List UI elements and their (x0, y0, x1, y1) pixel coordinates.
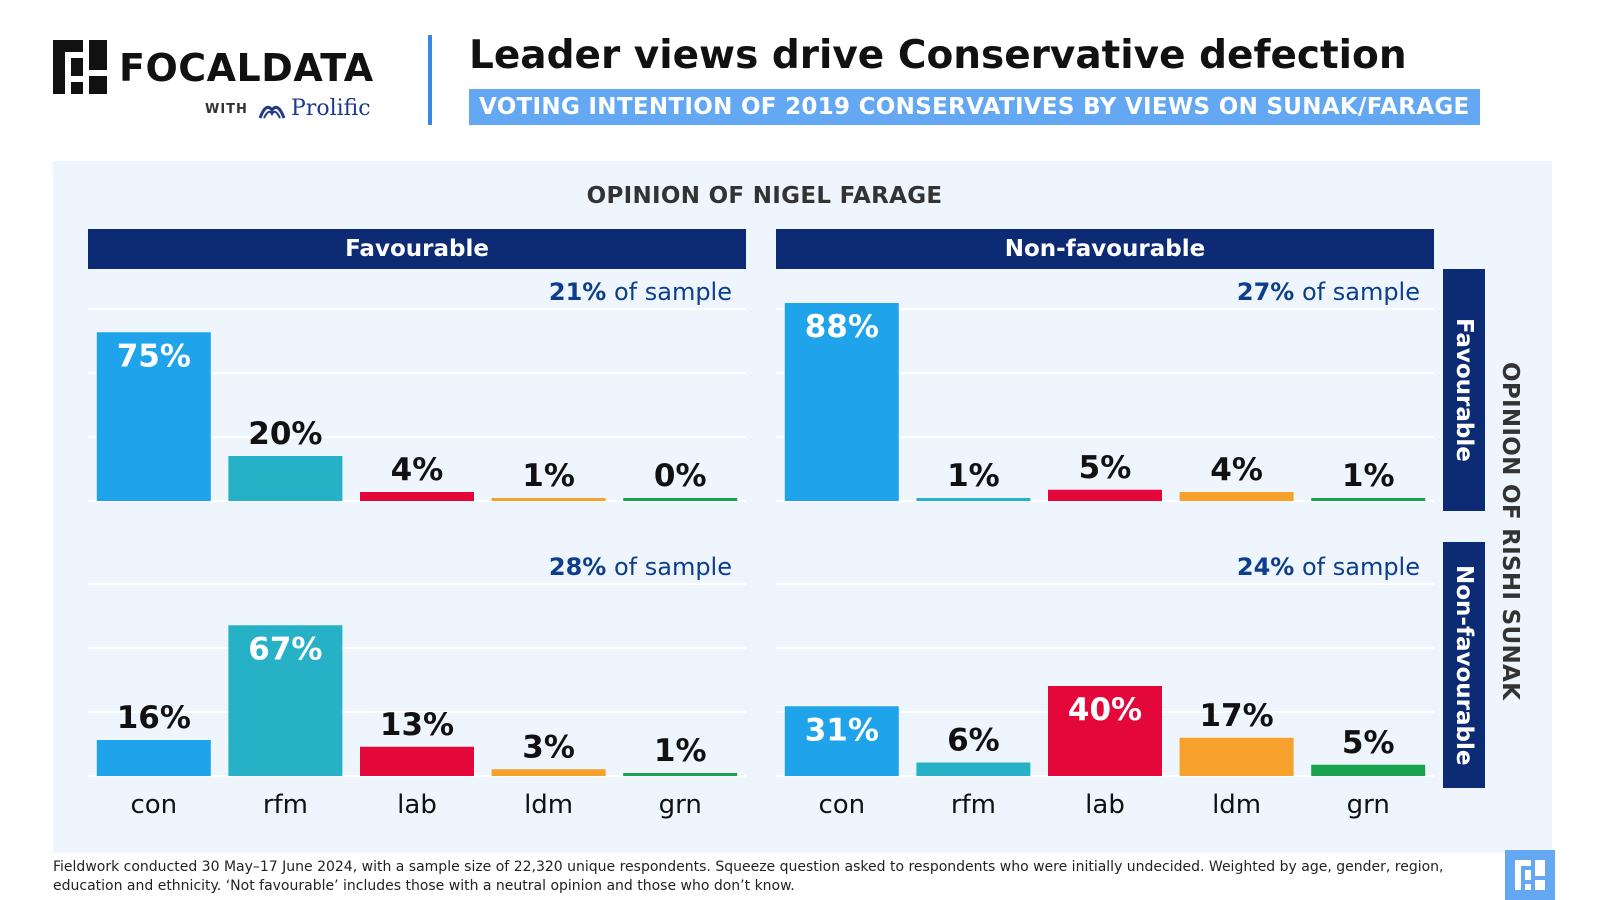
column-header-non-favourable: Non-favourable (776, 229, 1434, 269)
panel-farage-nonfav-sunak-nonfav-value-label-lab: 40% (1068, 692, 1142, 728)
panel-farage-nonfav-sunak-nonfav-bar-lab (1048, 686, 1162, 776)
panel-farage-nonfav-sunak-fav-bar-grn (1311, 498, 1426, 501)
panel-farage-nonfav-sunak-nonfav-bar-con (784, 706, 899, 776)
panel-farage-fav-sunak-nonfav-value-label-con: 16% (117, 700, 191, 736)
panel-farage-fav-sunak-fav-bar-rfm (228, 456, 343, 501)
panel-farage-fav-sunak-nonfav-category-label-rfm: rfm (263, 790, 308, 820)
panel-farage-nonfav-sunak-nonfav-category-label-ldm: ldm (1212, 790, 1261, 820)
panel-farage-fav-sunak-fav-bar-con (96, 332, 211, 501)
panel-farage-nonfav-sunak-nonfav-bar-rfm (916, 762, 1031, 776)
panel-farage-nonfav-sunak-nonfav-bar-grn (1311, 764, 1426, 776)
panel-farage-fav-sunak-fav-bar-lab (360, 492, 474, 501)
panel-farage-nonfav-sunak-fav-bar-ldm (1179, 492, 1294, 501)
panel-farage-fav-sunak-nonfav-value-label-grn: 1% (654, 733, 707, 769)
panel-farage-fav-sunak-fav-sample-label: 21% of sample (549, 278, 732, 306)
panel-farage-fav-sunak-nonfav-category-label-ldm: ldm (524, 790, 573, 820)
panel-farage-nonfav-sunak-nonfav-category-label-lab: lab (1085, 790, 1125, 820)
focaldata-logo-mark (53, 40, 107, 94)
panel-farage-fav-sunak-fav-value-label-ldm: 1% (522, 458, 575, 494)
panel-farage-nonfav-sunak-nonfav-value-label-grn: 5% (1342, 725, 1395, 761)
panel-farage-fav-sunak-nonfav-value-label-lab: 13% (380, 707, 454, 743)
panel-farage-fav-sunak-nonfav-bar-lab (360, 746, 474, 776)
sunak-axis-title: OPINION OF RISHI SUNAK (1489, 356, 1531, 706)
panel-farage-nonfav-sunak-fav-value-label-ldm: 4% (1210, 452, 1263, 488)
panel-farage-nonfav-sunak-nonfav-sample-label: 24% of sample (1237, 553, 1420, 581)
panel-farage-fav-sunak-nonfav-bar-ldm (491, 769, 606, 776)
panel-farage-fav-sunak-fav-bar-ldm (491, 498, 606, 501)
partner-name: Prolific (291, 96, 371, 121)
row-header-favourable: Favourable (1443, 269, 1485, 511)
panel-farage-fav-sunak-nonfav-bar-grn (623, 773, 738, 776)
panel-farage-nonfav-sunak-nonfav-value-label-ldm: 17% (1199, 698, 1273, 734)
panel-farage-fav-sunak-nonfav-category-label-lab: lab (397, 790, 437, 820)
panel-farage-fav-sunak-nonfav-bar-rfm (228, 625, 343, 776)
panel-farage-fav-sunak-fav-value-label-lab: 4% (391, 452, 444, 488)
panel-farage-fav-sunak-nonfav-sample-label: 28% of sample (549, 553, 732, 581)
panel-farage-fav-sunak-nonfav-bar-con (96, 740, 211, 776)
panel-farage-nonfav-sunak-nonfav-value-label-rfm: 6% (947, 723, 1000, 759)
focaldata-corner-logo (1505, 850, 1555, 900)
panel-farage-nonfav-sunak-nonfav-value-label-con: 31% (805, 712, 879, 748)
panel-farage-nonfav-sunak-fav-bar-rfm (916, 498, 1031, 501)
brand-with: WITH (205, 102, 248, 117)
panel-farage-nonfav-sunak-nonfav-category-label-rfm: rfm (951, 790, 996, 820)
row-header-non-favourable: Non-favourable (1443, 542, 1485, 788)
panel-farage-nonfav-sunak-fav-bar-con (784, 303, 899, 501)
panel-farage-fav-sunak-fav-value-label-con: 75% (117, 338, 191, 374)
farage-axis-title: OPINION OF NIGEL FARAGE (586, 183, 943, 209)
panel-farage-fav-sunak-nonfav-category-label-grn: grn (659, 790, 702, 820)
panel-farage-nonfav-sunak-fav-bar-lab (1048, 489, 1162, 501)
panel-farage-fav-sunak-nonfav-value-label-ldm: 3% (522, 729, 575, 765)
panel-farage-nonfav-sunak-fav-value-label-lab: 5% (1079, 450, 1132, 486)
panel-farage-nonfav-sunak-fav-value-label-rfm: 1% (947, 458, 1000, 494)
header-divider (428, 35, 432, 125)
panel-farage-fav-sunak-fav-bar-grn (623, 498, 738, 501)
panel-farage-fav-sunak-nonfav-category-label-con: con (130, 790, 177, 820)
panel-farage-nonfav-sunak-fav-sample-label: 27% of sample (1237, 278, 1420, 306)
column-header-favourable: Favourable (88, 229, 746, 269)
focaldata-logo: FOCALDATA WITH Prolific (53, 40, 393, 130)
panel-farage-fav-sunak-fav-value-label-grn: 0% (654, 458, 707, 494)
sunak-axis-title-label: OPINION OF RISHI SUNAK (1497, 361, 1523, 701)
panel-farage-nonfav-sunak-nonfav-category-label-con: con (818, 790, 865, 820)
brand-name: FOCALDATA (119, 46, 374, 90)
footnote: Fieldwork conducted 30 May–17 June 2024,… (53, 859, 1444, 894)
row-header-non-favourable-label: Non-favourable (1451, 564, 1477, 766)
panel-farage-nonfav-sunak-nonfav-bar-ldm (1179, 737, 1294, 776)
page-title: Leader views drive Conservative defectio… (469, 33, 1407, 78)
panel-farage-fav-sunak-nonfav-value-label-rfm: 67% (248, 631, 322, 667)
panel-farage-nonfav-sunak-nonfav-category-label-grn: grn (1347, 790, 1390, 820)
row-header-favourable-label: Favourable (1451, 318, 1477, 462)
panel-farage-fav-sunak-fav-value-label-rfm: 20% (248, 416, 322, 452)
page-subtitle: VOTING INTENTION OF 2019 CONSERVATIVES B… (469, 89, 1480, 125)
panel-farage-nonfav-sunak-fav-value-label-con: 88% (805, 309, 879, 345)
prolific-icon (258, 105, 286, 119)
panel-farage-nonfav-sunak-fav-value-label-grn: 1% (1342, 458, 1395, 494)
